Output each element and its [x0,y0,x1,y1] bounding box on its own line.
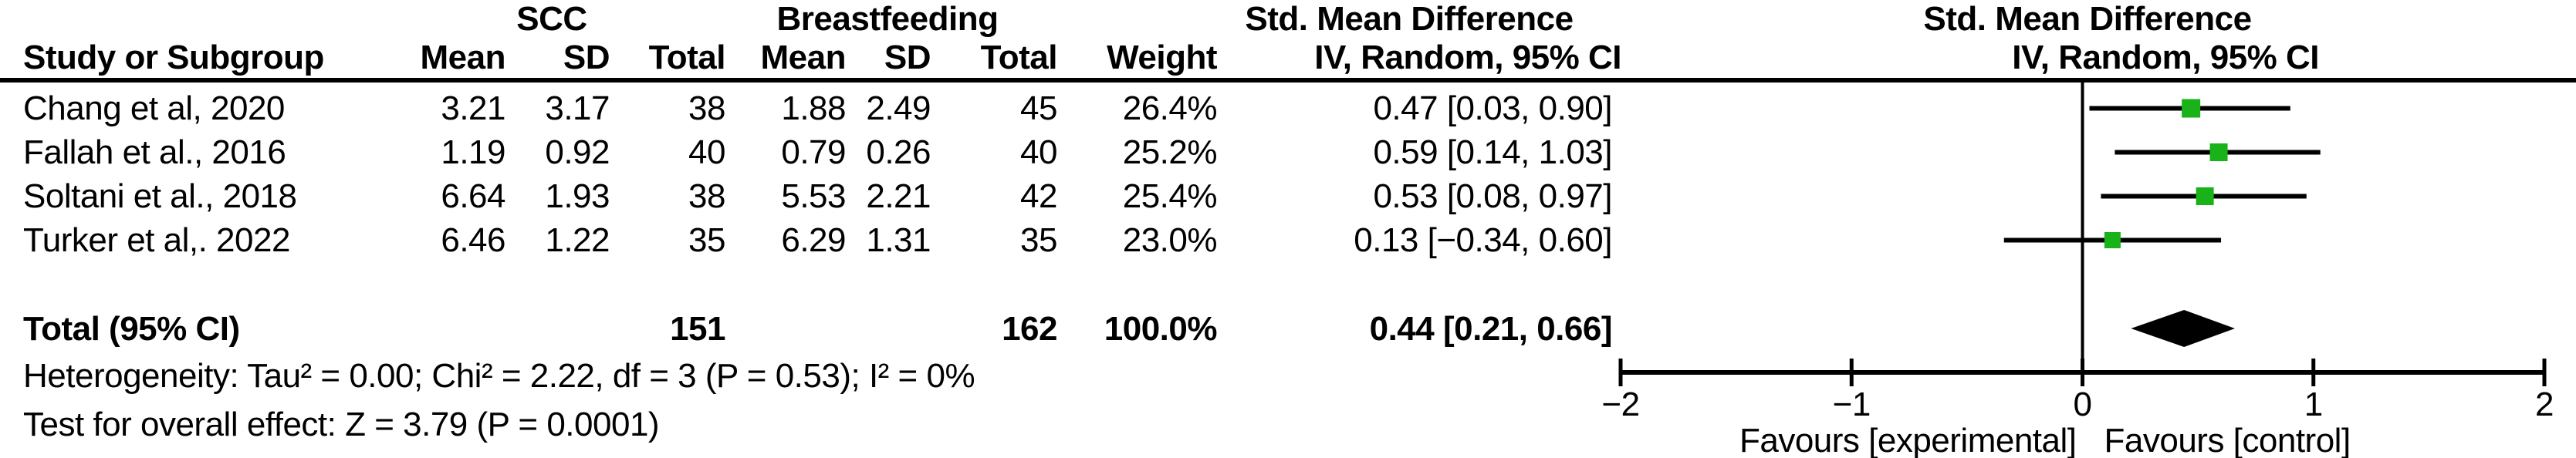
total2-cell: 35 [1020,221,1057,259]
sd1-cell: 0.92 [545,133,610,171]
col-sd-bf: SD [884,39,931,76]
axis-tick-label: −1 [1833,386,1871,423]
weight-cell: 25.2% [1122,133,1218,171]
col-mean-scc: Mean [420,39,506,76]
sd1-cell: 1.93 [545,177,610,215]
total-n-scc: 151 [670,310,725,348]
total1-cell: 38 [688,177,725,215]
sd2-cell: 1.31 [866,221,931,259]
col-study: Study or Subgroup [23,39,324,76]
heterogeneity-text: Heterogeneity: Tau² = 0.00; Chi² = 2.22,… [23,357,975,395]
col-sd-scc: SD [563,39,610,76]
mean1-cell: 6.46 [441,221,505,259]
effect-square [2209,143,2228,161]
total-ci: 0.44 [0.21, 0.66] [1369,310,1613,348]
ci-cell: 0.53 [0.08, 0.97] [1373,177,1612,215]
mean1-cell: 3.21 [441,89,505,127]
axis-tick-label: 0 [2074,386,2092,423]
study-name-cell: Soltani et al., 2018 [23,177,297,215]
study-name-cell: Fallah et al., 2016 [23,133,286,171]
total1-cell: 35 [688,221,725,259]
ci-cell: 0.13 [−0.34, 0.60] [1354,221,1612,259]
col-total-scc: Total [648,39,726,76]
total-label: Total (95% CI) [23,310,240,348]
table-row: Turker et al,. 2022 6.46 1.22 35 6.29 1.… [0,218,1621,262]
sd2-cell: 2.21 [866,177,931,215]
total1-cell: 40 [688,133,725,171]
table-row: Soltani et al., 2018 6.64 1.93 38 5.53 2… [0,174,1621,218]
total-weight: 100.0% [1104,310,1218,348]
group-header-smd-plot: Std. Mean Difference [1923,0,2252,38]
mean1-cell: 6.64 [441,177,505,215]
sd2-cell: 2.49 [866,89,931,127]
mean1-cell: 1.19 [441,133,505,171]
column-header-row: Study or Subgroup Mean SD Total Mean SD … [0,39,2576,77]
total1-cell: 38 [688,89,725,127]
col-mean-bf: Mean [760,39,847,76]
group-header-scc: SCC [516,0,587,38]
col-ci-table: IV, Random, 95% CI [1314,39,1621,76]
study-name-cell: Chang et al, 2020 [23,89,285,127]
col-total-bf: Total [980,39,1058,76]
mean2-cell: 1.88 [781,89,846,127]
axis-tick-label: 1 [2304,386,2323,423]
effect-square [2196,187,2214,205]
col-ci-plot: IV, Random, 95% CI [2012,39,2319,76]
overall-effect-text: Test for overall effect: Z = 3.79 (P = 0… [23,406,660,443]
total2-cell: 45 [1020,89,1057,127]
weight-cell: 25.4% [1122,177,1218,215]
ci-cell: 0.59 [0.14, 1.03] [1373,133,1612,171]
sd1-cell: 1.22 [545,221,610,259]
total-row: Total (95% CI) 151 162 100.0% 0.44 [0.21… [0,307,1621,351]
table-row: Fallah et al., 2016 1.19 0.92 40 0.79 0.… [0,130,1621,174]
mean2-cell: 5.53 [781,177,846,215]
group-header-smd-table: Std. Mean Difference [1245,0,1574,38]
col-weight: Weight [1107,39,1217,76]
pooled-diamond [2131,310,2236,347]
sd2-cell: 0.26 [866,133,931,171]
total-n-bf: 162 [1002,310,1057,348]
table-row: Chang et al, 2020 3.21 3.17 38 1.88 2.49… [0,86,1621,130]
header-divider-line [0,78,2576,83]
effect-square [2182,99,2201,118]
total2-cell: 42 [1020,177,1057,215]
effect-square [2104,232,2121,248]
favours-control-label: Favours [control] [2104,422,2351,458]
ci-cell: 0.47 [0.03, 0.90] [1373,89,1612,127]
axis-tick-label: −2 [1601,386,1639,423]
study-name-cell: Turker et al,. 2022 [23,221,290,259]
sd1-cell: 3.17 [545,89,610,127]
total2-cell: 40 [1020,133,1057,171]
mean2-cell: 6.29 [781,221,846,259]
weight-cell: 26.4% [1122,89,1218,127]
mean2-cell: 0.79 [781,133,846,171]
group-header-breastfeeding: Breastfeeding [776,0,999,38]
axis-tick-label: 2 [2535,386,2554,423]
weight-cell: 23.0% [1122,221,1218,259]
favours-experimental-label: Favours [experimental] [1739,422,2077,458]
